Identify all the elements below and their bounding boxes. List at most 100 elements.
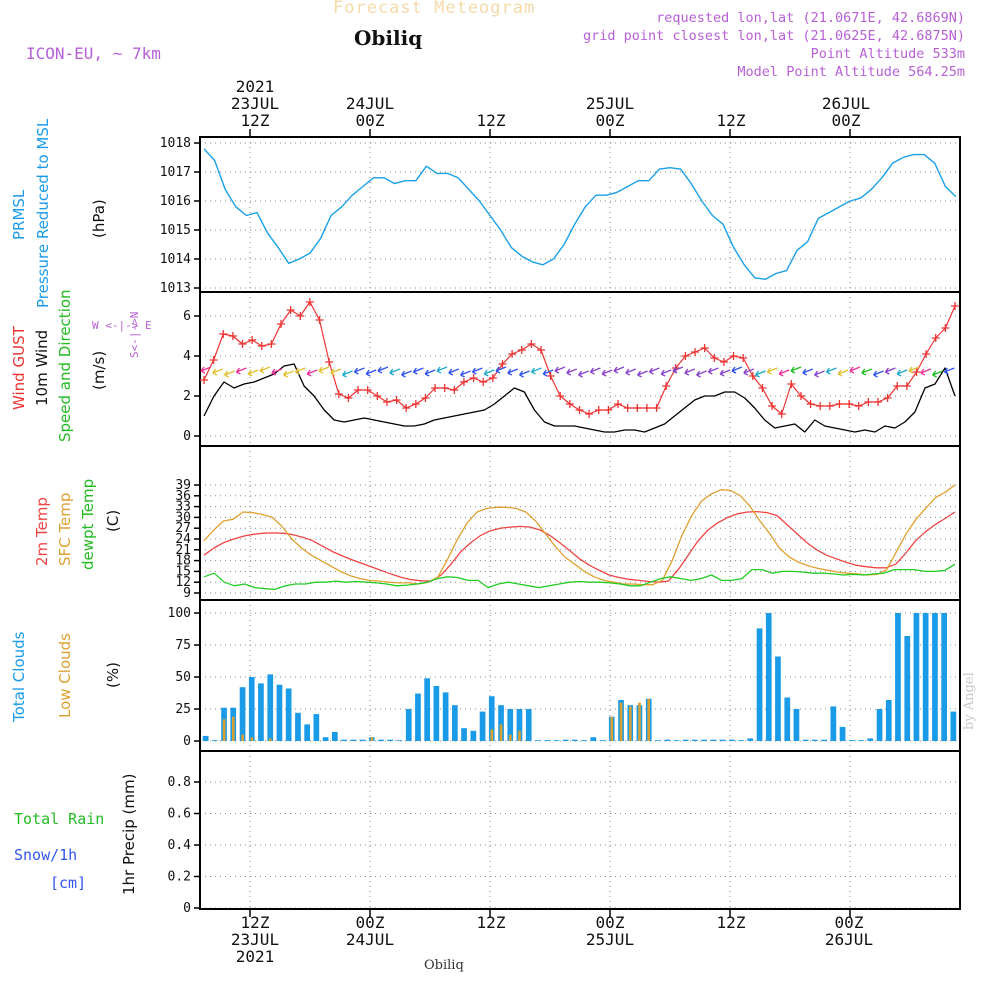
gust-marker-70 [873,398,882,406]
gust-marker-50 [681,352,690,360]
wind-ytick-label-3: 6 [183,309,191,324]
gust-marker-15 [344,394,353,402]
wind-arrow-9 [306,369,318,377]
gust-marker-24 [431,384,440,392]
total-cloud-bar-74 [885,700,892,741]
total-cloud-bar-38 [553,740,560,741]
total-cloud-bar-19 [378,739,384,741]
total-cloud-bar-15 [341,739,347,741]
wind-arrow-51 [802,368,814,376]
wind-arrow-55 [849,366,861,374]
gust-marker-20 [392,396,401,404]
low-cloud-bar-7 [268,738,272,741]
gust-marker-3 [228,332,237,340]
low-cloud-bar-4 [241,734,244,741]
clouds-ytick-label-2: 50 [175,670,191,685]
wind-arrow-21 [448,368,460,376]
total-cloud-bar-77 [913,613,920,741]
temperature-ytick-label-5: 24 [175,532,191,547]
clouds-ytick-label-1: 25 [175,702,191,717]
clouds-ytick-label-0: 0 [183,734,191,749]
wind-arrow-60 [908,366,920,374]
dewpt-line [203,563,956,591]
total-cloud-bar-81 [950,711,957,741]
total-cloud-bar-58 [738,740,744,741]
wind-arrow-26 [507,368,519,376]
gust-marker-60 [777,410,786,418]
gust-marker-74 [912,368,921,376]
temperature-ytick-label-7: 30 [175,510,191,525]
footer-location: Obiliq [424,958,464,973]
wind-frame [199,291,961,447]
temperature-ytick-label-10: 39 [175,478,191,493]
top-time-1: 24JUL 00Z [345,94,395,130]
gust-marker-47 [652,404,661,412]
total-cloud-bar-7 [267,674,274,741]
rain-label: Total Rain [14,810,105,828]
wind-arrow-42 [696,370,707,378]
gust-marker-6 [257,342,266,350]
wind-arrow-23 [471,367,483,375]
gust-marker-9 [286,306,295,314]
total-cloud-bar-62 [775,656,781,741]
gust-marker-17 [363,386,372,394]
bottom-time-1: 00Z 24JUL [345,913,395,949]
wind-arrow-30 [554,366,566,374]
total-cloud-bar-1 [212,740,218,741]
wind-arrow-62 [932,370,943,378]
t2m-line [203,510,956,583]
low-cloud-bar-45 [619,702,623,741]
total-cloud-bar-50 [664,739,670,741]
wind-arrow-27 [519,370,530,378]
precip-ytick-label-0: 0 [183,901,191,916]
gust-marker-22 [411,400,420,408]
wind-arrow-45 [731,366,743,374]
wind-arrow-57 [873,370,884,378]
gust-marker-36 [546,372,555,380]
gust-marker-54 [719,358,728,366]
wind-arrow-1 [212,368,224,376]
wind-arrow-22 [460,370,471,378]
total-cloud-bar-31 [488,696,495,741]
top-time-0: 2021 23JUL 12Z [230,77,280,130]
wind-arrow-59 [896,369,908,377]
total-cloud-bar-69 [839,726,846,741]
temperature-ytick-label-9: 36 [175,489,191,504]
top-time-5: 26JUL 00Z [821,94,871,130]
wind-arrow-36 [625,368,637,376]
precip-frame [199,750,961,910]
precip-ytick-label-1: 0.2 [168,870,191,885]
wind-arrow-58 [884,367,896,375]
total-cloud-bar-42 [590,737,597,741]
top-time-3: 25JUL 00Z [585,94,635,130]
wind-arrow-53 [825,367,837,375]
gust-marker-61 [787,380,796,388]
total-cloud-bar-32 [498,705,504,741]
gust-marker-58 [758,384,767,392]
total-cloud-bar-51 [673,740,680,741]
temperature-ytick-label-1: 12 [175,575,191,590]
gust-marker-5 [248,336,257,344]
low-cloud-bar-47 [638,702,641,741]
wind-arrow-15 [377,366,389,374]
location-title: Obiliq [354,26,423,50]
gust-marker-69 [864,398,873,406]
total-cloud-bar-63 [784,697,791,741]
total-cloud-bar-64 [793,709,800,741]
total-cloud-bar-43 [599,740,606,741]
total-cloud-bar-60 [756,628,763,741]
gust-marker-53 [710,354,719,362]
wind-arrow-11 [330,368,342,376]
gust-marker-59 [768,402,777,410]
gust-marker-26 [450,386,459,394]
gust-marker-62 [796,392,805,400]
gust-marker-16 [354,386,363,394]
wind-arrow-37 [637,370,648,378]
wind-arrow-5 [259,366,271,374]
total-cloud-bar-71 [858,740,864,741]
total-cloud-bar-73 [876,709,883,741]
gust-marker-63 [806,400,815,408]
gust-marker-64 [816,402,825,410]
wind-arrow-35 [613,366,625,374]
wind-arrow-7 [283,370,294,378]
